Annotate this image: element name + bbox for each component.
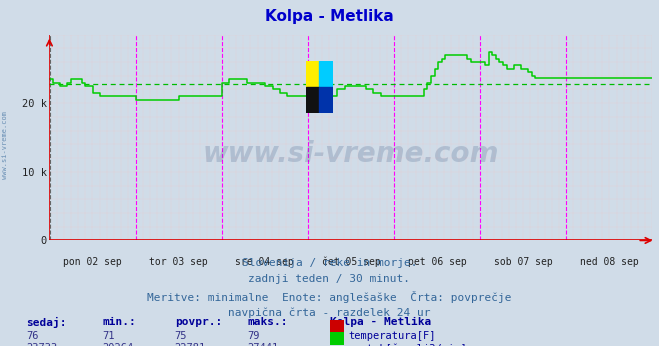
Text: www.si-vreme.com: www.si-vreme.com [203,140,499,168]
Text: Kolpa - Metlika: Kolpa - Metlika [330,317,431,327]
Text: ned 08 sep: ned 08 sep [580,257,639,267]
Text: sedaj:: sedaj: [26,317,67,328]
Text: zadnji teden / 30 minut.: zadnji teden / 30 minut. [248,274,411,284]
Text: temperatura[F]: temperatura[F] [348,331,436,342]
Text: pon 02 sep: pon 02 sep [63,257,122,267]
Text: Meritve: minimalne  Enote: anglešaške  Črta: povprečje: Meritve: minimalne Enote: anglešaške Črt… [147,291,512,303]
Text: maks.:: maks.: [247,317,287,327]
Text: sre 04 sep: sre 04 sep [235,257,294,267]
Text: pretok[čevelj3/min]: pretok[čevelj3/min] [348,343,467,346]
Text: 76: 76 [26,331,39,342]
Text: 23733: 23733 [26,343,57,346]
Text: 71: 71 [102,331,115,342]
Text: sob 07 sep: sob 07 sep [494,257,553,267]
Text: 22781: 22781 [175,343,206,346]
Text: navpična črta - razdelek 24 ur: navpična črta - razdelek 24 ur [228,308,431,318]
Text: 75: 75 [175,331,187,342]
Text: www.si-vreme.com: www.si-vreme.com [2,111,9,179]
Text: 20264: 20264 [102,343,133,346]
Text: pet 06 sep: pet 06 sep [408,257,467,267]
Text: Kolpa - Metlika: Kolpa - Metlika [265,9,394,24]
Text: Slovenija / reke in morje.: Slovenija / reke in morje. [242,258,417,268]
Text: 79: 79 [247,331,260,342]
Text: povpr.:: povpr.: [175,317,222,327]
Text: 27441: 27441 [247,343,278,346]
Text: tor 03 sep: tor 03 sep [149,257,208,267]
Text: čet 05 sep: čet 05 sep [322,257,380,267]
Text: min.:: min.: [102,317,136,327]
